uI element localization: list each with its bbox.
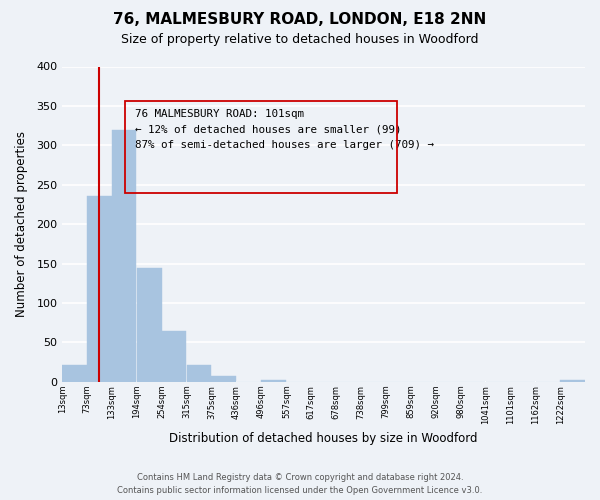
Bar [137, 268, 161, 382]
Bar [187, 366, 211, 382]
Bar [560, 380, 585, 382]
Bar [261, 380, 286, 382]
Bar [62, 364, 87, 382]
Text: 76 MALMESBURY ROAD: 101sqm
← 12% of detached houses are smaller (99)
87% of semi: 76 MALMESBURY ROAD: 101sqm ← 12% of deta… [136, 109, 434, 150]
Bar [87, 196, 112, 382]
Text: Contains HM Land Registry data © Crown copyright and database right 2024.
Contai: Contains HM Land Registry data © Crown c… [118, 473, 482, 495]
Bar [211, 376, 236, 382]
Text: Size of property relative to detached houses in Woodford: Size of property relative to detached ho… [121, 32, 479, 46]
Bar [161, 332, 186, 382]
Y-axis label: Number of detached properties: Number of detached properties [15, 131, 28, 317]
Text: 76, MALMESBURY ROAD, LONDON, E18 2NN: 76, MALMESBURY ROAD, LONDON, E18 2NN [113, 12, 487, 28]
X-axis label: Distribution of detached houses by size in Woodford: Distribution of detached houses by size … [169, 432, 478, 445]
Bar [112, 130, 136, 382]
